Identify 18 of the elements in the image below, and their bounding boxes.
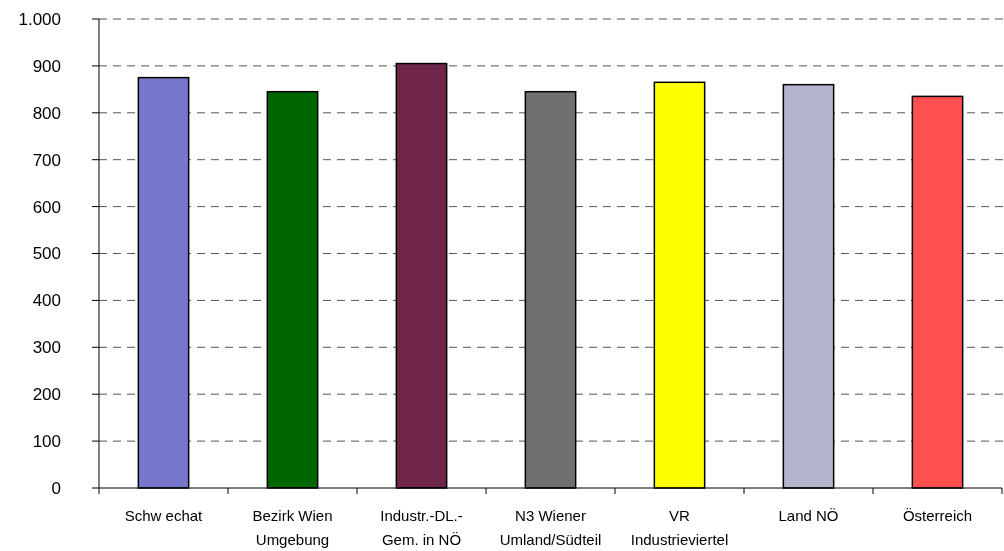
x-tick-label: VR Industrieviertel [630, 507, 729, 548]
y-tick-label: 900 [32, 56, 61, 76]
x-tick-label: Industr.-DL.- Gem. in NÖ [380, 507, 463, 548]
y-tick-label: 300 [32, 338, 61, 358]
x-tick-label: N3 Wiener Umland/Südteil [499, 507, 602, 548]
x-tick-label: Österreich [902, 507, 973, 524]
y-tick-label: 600 [32, 197, 61, 217]
y-tick-label: 1.000 [18, 9, 61, 29]
x-tick-label: Bezirk Wien Umgebung [252, 507, 333, 548]
y-tick-label: 800 [32, 103, 61, 123]
x-tick-label: Land NÖ [778, 507, 839, 524]
y-tick-label: 500 [32, 244, 61, 264]
y-tick-label: 400 [32, 291, 61, 311]
y-tick-label: 100 [32, 432, 61, 452]
y-tick-label: 0 [51, 478, 61, 498]
y-tick-label: 700 [32, 150, 61, 170]
y-tick-label: 200 [32, 385, 61, 405]
x-tick-label: Schw echat [124, 507, 204, 524]
